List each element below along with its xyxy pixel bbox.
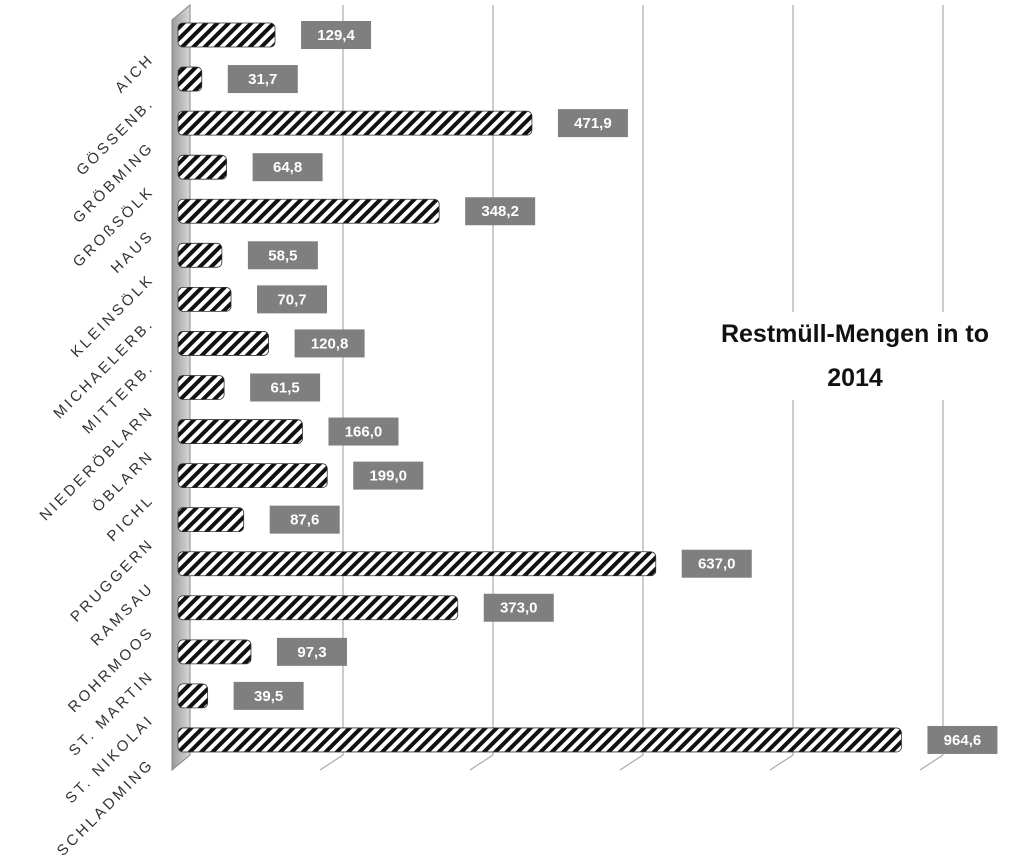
value-label-box xyxy=(247,241,318,270)
value-label: 120,8 xyxy=(311,335,349,352)
value-label: 58,5 xyxy=(268,247,297,264)
value-label-box xyxy=(269,505,340,534)
value-label: 39,5 xyxy=(254,688,283,705)
y-tick-label: GROßSÖLK xyxy=(69,182,158,271)
value-label-box xyxy=(257,285,328,314)
bar xyxy=(177,595,459,621)
value-label: 31,7 xyxy=(248,71,277,88)
floor-edge xyxy=(172,755,943,770)
value-label: 348,2 xyxy=(481,203,519,220)
chart-title: Restmüll-Mengen in to 2014 xyxy=(695,312,1015,400)
value-label: 97,3 xyxy=(297,644,326,661)
y-tick-label: AICH xyxy=(112,51,158,97)
tick-mark xyxy=(769,754,794,771)
bar xyxy=(177,110,533,136)
value-label: 471,9 xyxy=(574,115,612,132)
value-label-box xyxy=(301,21,372,49)
bar xyxy=(177,242,223,268)
value-label: 166,0 xyxy=(345,424,383,441)
value-label: 87,6 xyxy=(290,512,319,529)
value-label-box xyxy=(250,373,321,402)
bar xyxy=(177,22,276,48)
tick-mark xyxy=(319,754,344,771)
value-label: 61,5 xyxy=(271,379,300,396)
bar xyxy=(177,683,209,709)
value-label: 964,6 xyxy=(944,732,982,749)
bar xyxy=(177,639,252,665)
y-tick-label: GRÖBMING xyxy=(69,138,158,227)
value-label-box xyxy=(557,109,628,138)
value-label-box xyxy=(465,197,536,226)
bar xyxy=(177,154,227,180)
value-label-box xyxy=(681,549,752,578)
value-label-box xyxy=(927,725,998,754)
value-label: 129,4 xyxy=(317,27,355,44)
bar xyxy=(177,286,232,312)
bar xyxy=(177,198,440,224)
bar xyxy=(177,419,303,444)
value-label-box xyxy=(233,681,304,710)
bar xyxy=(177,551,657,577)
tick-mark xyxy=(469,754,494,771)
bar xyxy=(177,507,245,533)
value-label-box xyxy=(252,153,323,182)
value-label-box xyxy=(353,461,424,490)
bar xyxy=(177,331,269,356)
tick-mark xyxy=(619,754,644,771)
value-label-box xyxy=(276,637,347,666)
value-label: 637,0 xyxy=(698,556,736,573)
value-label-box xyxy=(483,593,554,622)
tick-mark xyxy=(919,754,944,771)
bar xyxy=(177,463,328,489)
bar xyxy=(177,66,203,92)
value-label-box xyxy=(227,65,298,94)
value-label: 70,7 xyxy=(277,291,306,308)
bar xyxy=(177,375,225,400)
value-label-box xyxy=(328,417,399,446)
bar xyxy=(177,727,902,753)
value-label: 199,0 xyxy=(369,468,407,485)
value-label: 373,0 xyxy=(500,600,538,617)
y-tick-label: GÖSSENB. xyxy=(73,94,158,179)
value-label: 64,8 xyxy=(273,159,302,176)
value-label-box xyxy=(294,329,365,358)
